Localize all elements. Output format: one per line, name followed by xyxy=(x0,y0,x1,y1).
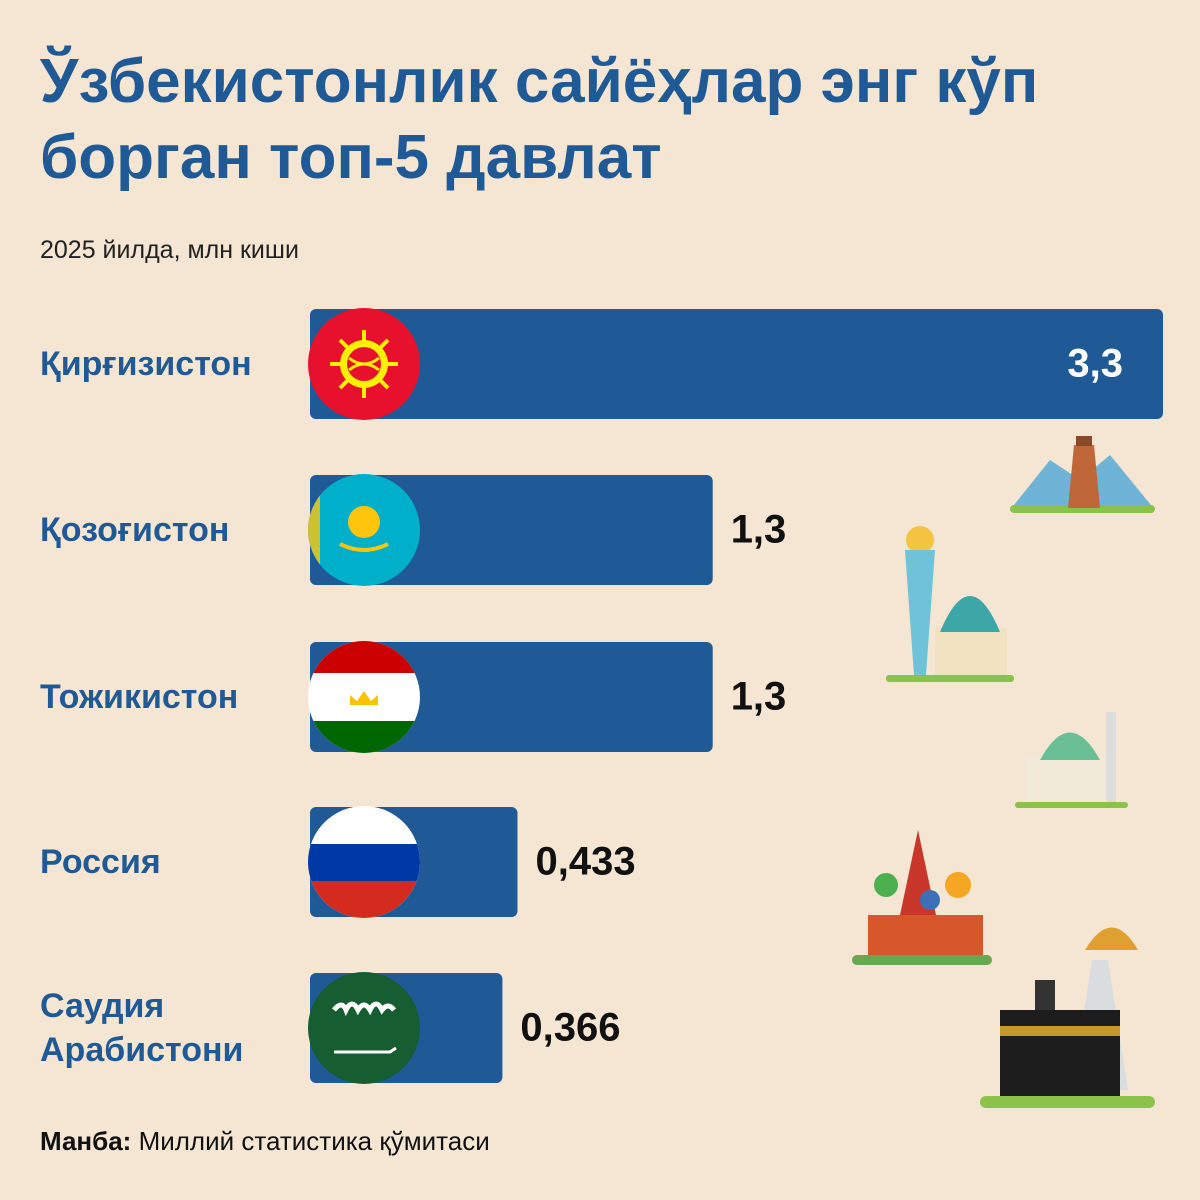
landmark-mosque xyxy=(1015,712,1128,808)
category-label: Қирғизистон xyxy=(40,345,252,383)
value-label: 0,366 xyxy=(520,1006,620,1050)
bars: 3,3 1,3 1,3 0,433 0,366 xyxy=(310,309,1163,1083)
subtitle: 2025 йилда, млн киши xyxy=(40,236,299,264)
category-label: Саудия Арабистони xyxy=(40,987,244,1069)
category-label: Россия xyxy=(40,843,161,881)
flag-kyrgyzstan xyxy=(308,308,420,420)
value-label: 3,3 xyxy=(1067,342,1123,386)
source-label: Манба: xyxy=(40,1126,132,1156)
source: Манба: Миллий статистика қўмитаси xyxy=(40,1126,490,1157)
source-text: Миллий статистика қўмитаси xyxy=(138,1126,490,1156)
flag-saudi-arabia xyxy=(308,972,420,1084)
flag-russia xyxy=(308,806,420,918)
landmark-kaaba xyxy=(980,927,1155,1108)
landmark-burana xyxy=(1010,436,1155,513)
category-label: Тожикистон xyxy=(40,678,239,716)
category-label: Қозоғистон xyxy=(40,511,230,549)
bar xyxy=(310,309,1163,419)
title: Ўзбекистонлик сайёҳлар энг кўп борган то… xyxy=(40,47,1039,192)
landmark-baiterek xyxy=(886,526,1014,682)
flag-kazakhstan xyxy=(308,474,420,586)
value-label: 1,3 xyxy=(731,675,787,719)
landmark-kremlin xyxy=(852,830,992,965)
value-label: 1,3 xyxy=(731,508,787,552)
flag-tajikistan xyxy=(308,641,420,753)
value-label: 0,433 xyxy=(535,840,635,884)
